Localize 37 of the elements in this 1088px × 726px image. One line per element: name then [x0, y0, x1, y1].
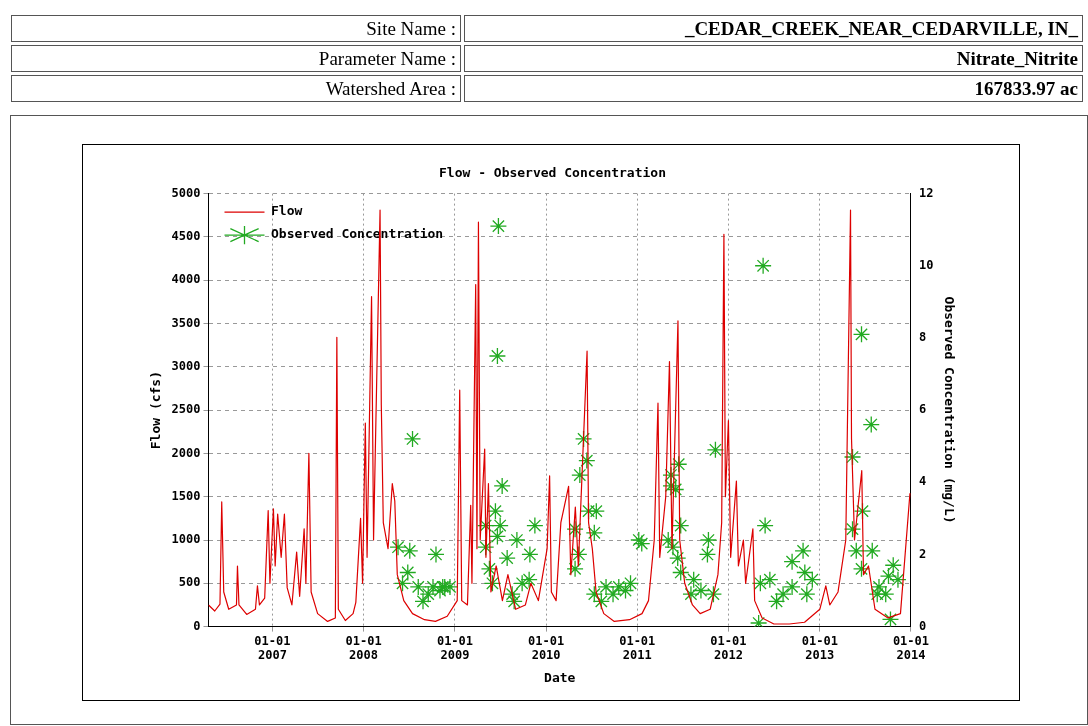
- chart-title: Flow - Observed Concentration: [439, 165, 666, 181]
- x-tick-label: 01-01 2014: [892, 633, 930, 663]
- y-tick-label: 500: [178, 575, 201, 590]
- x-tick-label: 01-01 2008: [345, 633, 382, 663]
- y2-tick-label: 0: [918, 618, 927, 633]
- y2-tick-label: 10: [918, 257, 934, 272]
- text: Site Name :: [11, 15, 461, 42]
- text: Watershed Area :: [11, 75, 461, 102]
- y2-tick-label: 2: [918, 546, 927, 561]
- y2-axis-title: Observed Concentration (mg/L): [941, 296, 957, 524]
- text: Nitrate_Nitrite: [464, 45, 1083, 72]
- y-tick-label: 2000: [171, 445, 201, 460]
- y2-tick-label: 4: [918, 474, 927, 489]
- y-tick-label: 5000: [171, 185, 201, 200]
- text: Parameter Name :: [11, 45, 461, 72]
- y2-tick-label: 12: [918, 185, 934, 200]
- x-tick-label: 01-01 2011: [619, 633, 656, 663]
- x-axis-title: Date: [544, 669, 576, 685]
- y-tick-label: 3000: [171, 358, 201, 373]
- y-tick-label: 4500: [171, 229, 201, 244]
- text: _CEDAR_CREEK_NEAR_CEDARVILLE, IN_: [464, 15, 1083, 42]
- y2-tick-label: 8: [918, 330, 927, 345]
- x-tick-label: 01-01 2007: [254, 633, 291, 663]
- y-tick-label: 3500: [171, 315, 201, 330]
- x-tick-label: 01-01 2010: [528, 633, 565, 663]
- x-tick-label: 01-01 2012: [710, 633, 747, 663]
- x-tick-label: 01-01 2013: [801, 633, 838, 663]
- x-tick-label: 01-01 2009: [436, 633, 474, 663]
- y2-tick-label: 6: [918, 402, 927, 417]
- y-tick-label: 1500: [171, 488, 201, 503]
- y-axis-title: Flow (cfs): [148, 370, 164, 450]
- text: 167833.97 ac: [464, 75, 1083, 102]
- y-tick-label: 1000: [171, 532, 201, 547]
- legend-label: Flow: [271, 203, 303, 219]
- y-tick-label: 0: [193, 618, 201, 633]
- y-tick-label: 2500: [171, 402, 201, 417]
- y-tick-label: 4000: [171, 272, 201, 287]
